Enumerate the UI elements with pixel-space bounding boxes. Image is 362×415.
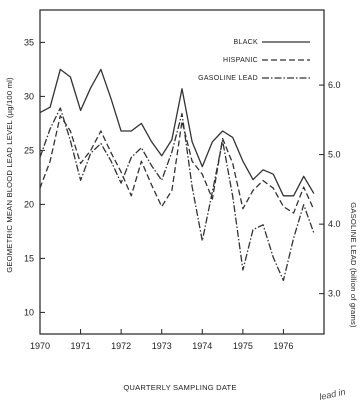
x-tick-label: 1973 — [152, 341, 172, 351]
plot-frame — [39, 9, 325, 335]
x-tick-label: 1976 — [273, 341, 293, 351]
x-tick-label: 1975 — [233, 341, 253, 351]
series-line-black — [39, 68, 315, 197]
y2-tick-label: 5.0 — [328, 150, 341, 160]
series-lines — [39, 68, 315, 282]
y2-axis-ticks: 3.0 4.0 5.0 6.0 — [319, 80, 341, 299]
y-tick-label: 20 — [24, 199, 34, 209]
x-tick-label: 1970 — [30, 341, 50, 351]
y-axis-ticks: 10 15 20 25 30 35 — [24, 37, 45, 317]
legend-label-gasoline-lead: GASOLINE LEAD — [198, 75, 258, 82]
x-tick-label: 1972 — [111, 341, 131, 351]
x-tick-label: 1971 — [71, 341, 91, 351]
x-tick-label: 1974 — [192, 341, 212, 351]
y-tick-label: 15 — [24, 253, 34, 263]
y2-tick-label: 3.0 — [328, 289, 341, 299]
series-line-hispanic — [39, 115, 315, 214]
y-tick-label: 10 — [24, 307, 34, 317]
y-axis-label: GEOMETRIC MEAN BLOOD LEAD LEVEL (µg/100 … — [5, 77, 14, 273]
y2-tick-label: 6.0 — [328, 80, 341, 90]
annotation-handwritten: lead in — [318, 387, 346, 402]
y-tick-label: 25 — [24, 145, 34, 155]
legend: BLACK HISPANIC GASOLINE LEAD — [198, 39, 310, 82]
x-axis-label: QUARTERLY SAMPLING DATE — [123, 383, 236, 392]
legend-label-hispanic: HISPANIC — [223, 57, 258, 64]
series-line-gasoline-lead — [39, 107, 315, 282]
x-axis-ticks: 1970 1971 1972 1973 1974 1975 1976 — [30, 329, 293, 351]
legend-label-black: BLACK — [234, 39, 258, 46]
y2-axis-label: GASOLINE LEAD (billion of grams) — [349, 202, 358, 328]
y2-tick-label: 4.0 — [328, 219, 341, 229]
y-tick-label: 30 — [24, 91, 34, 101]
y-tick-label: 35 — [24, 37, 34, 47]
